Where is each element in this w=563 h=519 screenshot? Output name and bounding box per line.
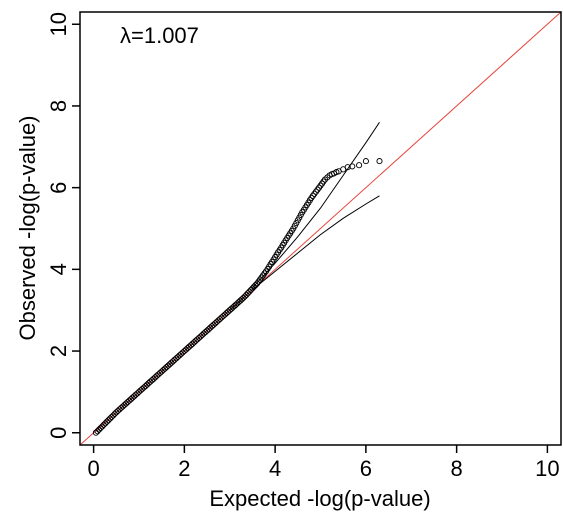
data-point [247,286,254,294]
data-point [244,290,251,297]
points-layer [92,158,383,436]
tail-point [344,164,351,171]
tail-point [376,158,383,165]
y-tick-label: 2 [46,345,71,357]
data-point [246,288,253,295]
data-point [111,410,118,417]
data-point [102,420,109,427]
x-tick-label: 0 [87,456,99,481]
data-point [110,412,117,419]
lambda-annotation: λ=1.007 [120,23,199,48]
confidence-lower-line [252,195,380,291]
data-point [106,415,114,422]
x-tick-label: 10 [535,456,559,481]
tail-point [356,162,363,169]
data-point [95,426,103,433]
data-point [108,413,115,421]
data-point [99,423,106,430]
data-point [92,429,99,436]
data-point [250,283,257,290]
data-point [169,358,177,365]
data-point [189,340,196,347]
y-tick-label: 0 [46,427,71,439]
data-point [97,424,104,432]
tail-point [362,158,369,165]
data-point [103,418,110,425]
data-point [241,293,248,300]
plot-frame [79,11,562,446]
data-point [216,315,224,323]
data-point [94,428,101,435]
x-tick-label: 4 [269,456,281,481]
data-point [105,417,112,424]
confidence-upper-line [252,122,380,289]
data-point [243,291,250,298]
y-axis-label: Observed -log(p-value) [15,116,40,341]
data-point [161,365,168,372]
x-tick-label: 8 [451,456,463,481]
data-point [134,390,141,397]
data-point [252,282,259,289]
data-point [197,333,204,340]
data-point [150,375,157,382]
data-point [122,400,130,407]
confidence-band-layer [252,122,380,291]
data-point [142,383,149,390]
data-point [100,421,107,428]
data-point [114,407,121,414]
y-tick-label: 10 [46,12,71,36]
y-axis: 0 2 4 6 8 10 [46,12,80,439]
y-tick-label: 6 [46,182,71,194]
tail-point [349,163,356,170]
data-point [249,285,256,292]
y-tick-label: 4 [46,263,71,275]
data-point [205,326,212,333]
y-tick-label: 8 [46,100,71,112]
x-axis: 0 2 4 6 8 10 [87,445,560,481]
data-point [178,350,185,358]
x-axis-label: Expected -log(p-value) [209,486,430,511]
x-tick-label: 6 [360,456,372,481]
x-tick-label: 2 [178,456,190,481]
